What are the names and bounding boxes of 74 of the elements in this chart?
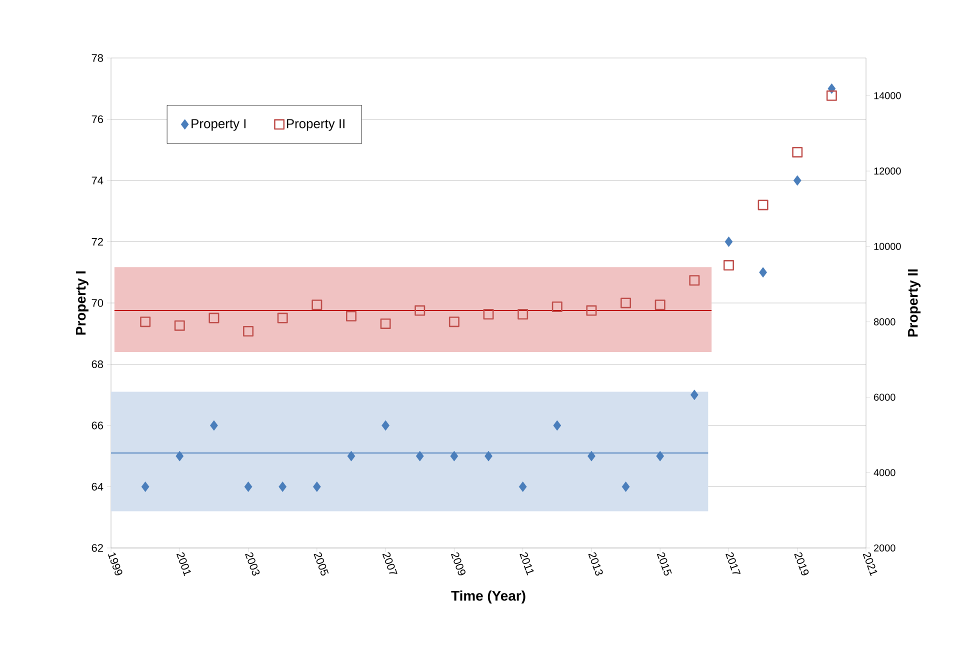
point: [312, 300, 322, 310]
y-tick-label: 62: [92, 544, 103, 552]
point: [690, 390, 698, 400]
point: [208, 312, 220, 324]
x-tick-label: 2013: [588, 552, 603, 576]
y-axis-title: Property I: [76, 271, 88, 335]
point: [588, 450, 596, 462]
x-axis-title: Time (Year): [451, 590, 526, 604]
y-tick-label: 72: [92, 238, 103, 246]
point: [792, 146, 803, 158]
x-tick-label: 2017: [726, 552, 741, 574]
legend-label: Property II: [286, 119, 344, 131]
point: [450, 450, 458, 462]
x-tick-label: 2007: [382, 552, 398, 574]
x-tick-label: 2003: [245, 552, 260, 576]
point: [243, 326, 254, 337]
legend-label: Property I: [192, 119, 246, 131]
point: [656, 450, 664, 462]
x-tick-label: 1999: [108, 552, 122, 576]
y2-axis-title: Property II: [908, 269, 921, 337]
y2-tick-label: 14000: [874, 92, 901, 100]
y2-tick-label: 10000: [874, 242, 901, 250]
x-tick-label: 2019: [794, 552, 809, 576]
point: [723, 260, 734, 271]
point: [416, 450, 424, 462]
point: [277, 312, 288, 324]
x-tick-label: 2001: [176, 552, 191, 576]
point: [346, 310, 356, 322]
y2-tick-label: 2000: [874, 544, 896, 552]
point: [347, 450, 356, 462]
y-tick-label: 76: [92, 115, 104, 124]
y-tick-label: 70: [92, 299, 104, 307]
point: [278, 482, 287, 492]
point: [622, 482, 630, 492]
point: [758, 200, 768, 210]
point: [483, 309, 494, 320]
point: [244, 482, 252, 492]
point: [141, 482, 150, 492]
point: [518, 309, 528, 320]
x-tick-label: 2009: [451, 552, 466, 576]
y-tick-label: 78: [92, 54, 104, 62]
y-tick-label: 74: [92, 176, 104, 184]
point: [586, 305, 597, 316]
point: [620, 298, 632, 308]
point: [518, 482, 527, 492]
point: [654, 300, 666, 310]
point: [689, 275, 700, 286]
point: [176, 450, 184, 462]
y2-tick-label: 4000: [874, 469, 896, 476]
point: [724, 236, 733, 247]
point: [793, 175, 802, 186]
x-tick-label: 2011: [520, 552, 534, 576]
point: [174, 320, 185, 331]
y-tick-label: 64: [92, 482, 104, 491]
y-tick-label: 66: [92, 422, 104, 430]
point: [552, 302, 562, 312]
point: [826, 90, 837, 101]
y2-tick-label: 12000: [874, 168, 901, 175]
point: [382, 420, 390, 431]
x-tick-label: 2021: [862, 552, 878, 576]
point: [484, 450, 492, 462]
y-tick-label: 68: [92, 360, 104, 368]
point: [414, 305, 426, 316]
x-tick-label: 2005: [314, 552, 329, 576]
point: [759, 267, 768, 278]
point: [553, 420, 562, 431]
point: [210, 420, 218, 431]
point: [380, 318, 391, 329]
point: [312, 482, 321, 492]
x-tick-label: 2015: [656, 552, 672, 576]
point: [448, 316, 460, 328]
y2-tick-label: 6000: [874, 394, 896, 401]
y2-tick-label: 8000: [874, 318, 896, 326]
point: [140, 316, 151, 328]
